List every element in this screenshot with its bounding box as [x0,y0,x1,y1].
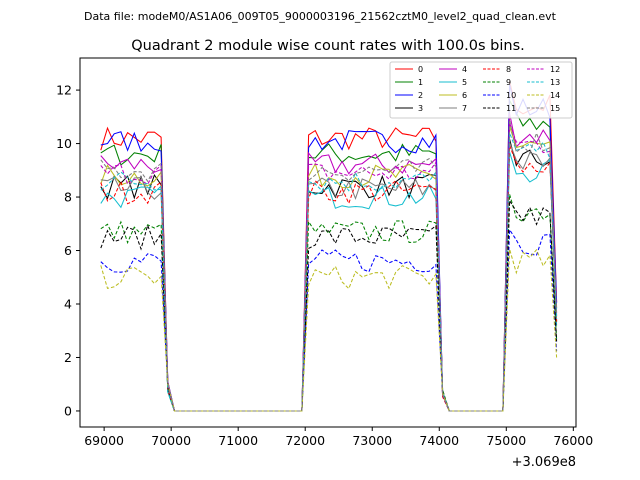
y-tick-label: 4 [64,297,72,312]
series-line-9 [100,194,558,412]
legend-label-5: 5 [462,78,467,87]
y-tick-label: 0 [64,403,72,418]
x-offset-label: +3.069e8 [512,455,576,470]
legend-label-3: 3 [418,104,423,113]
data-file-label: Data file: modeM0/AS1A06_009T05_90000031… [84,10,557,23]
legend-label-14: 14 [550,91,560,100]
series-line-10 [100,228,558,412]
legend-label-1: 1 [418,78,423,87]
legend-label-4: 4 [462,65,467,74]
y-tick-label: 8 [64,190,72,205]
legend-label-8: 8 [506,65,511,74]
y-tick-label: 12 [56,83,72,98]
y-tick-label: 2 [64,350,72,365]
x-tick-label: 71000 [218,433,258,448]
series-line-5 [100,152,558,412]
x-tick-label: 70000 [151,433,191,448]
x-tick-label: 69000 [84,433,124,448]
y-tick-label: 10 [56,136,72,151]
legend-label-12: 12 [550,65,560,74]
y-tick-label: 6 [64,243,72,258]
x-tick-label: 75000 [486,433,526,448]
legend-label-7: 7 [462,104,467,113]
legend-label-2: 2 [418,91,423,100]
plot-area [100,80,558,412]
axis-ticks: 69000 70000 71000 72000 73000 74000 75000 76000… [56,83,593,448]
x-tick-label: 74000 [419,433,459,448]
series-line-11 [100,198,558,412]
series-line-0 [100,80,558,412]
legend-label-11: 11 [506,104,516,113]
legend-label-0: 0 [418,65,423,74]
series-line-1 [100,98,558,412]
series-line-12 [100,122,558,412]
series-line-13 [100,132,558,412]
series-line-2 [100,84,558,412]
series-line-6 [100,126,558,412]
series-line-15 [100,119,558,412]
legend-label-6: 6 [462,91,467,100]
legend-box [389,61,573,119]
chart-title: Quadrant 2 module wise count rates with … [131,38,525,54]
legend-label-9: 9 [506,78,511,87]
legend-label-13: 13 [550,78,560,87]
axes-frame [79,57,577,428]
series-line-4 [100,113,558,412]
x-tick-label: 73000 [352,433,392,448]
x-tick-label: 72000 [285,433,325,448]
legend-label-10: 10 [506,91,516,100]
series-line-7 [100,142,558,412]
legend-label-15: 15 [550,104,560,113]
x-tick-label: 76000 [553,433,593,448]
